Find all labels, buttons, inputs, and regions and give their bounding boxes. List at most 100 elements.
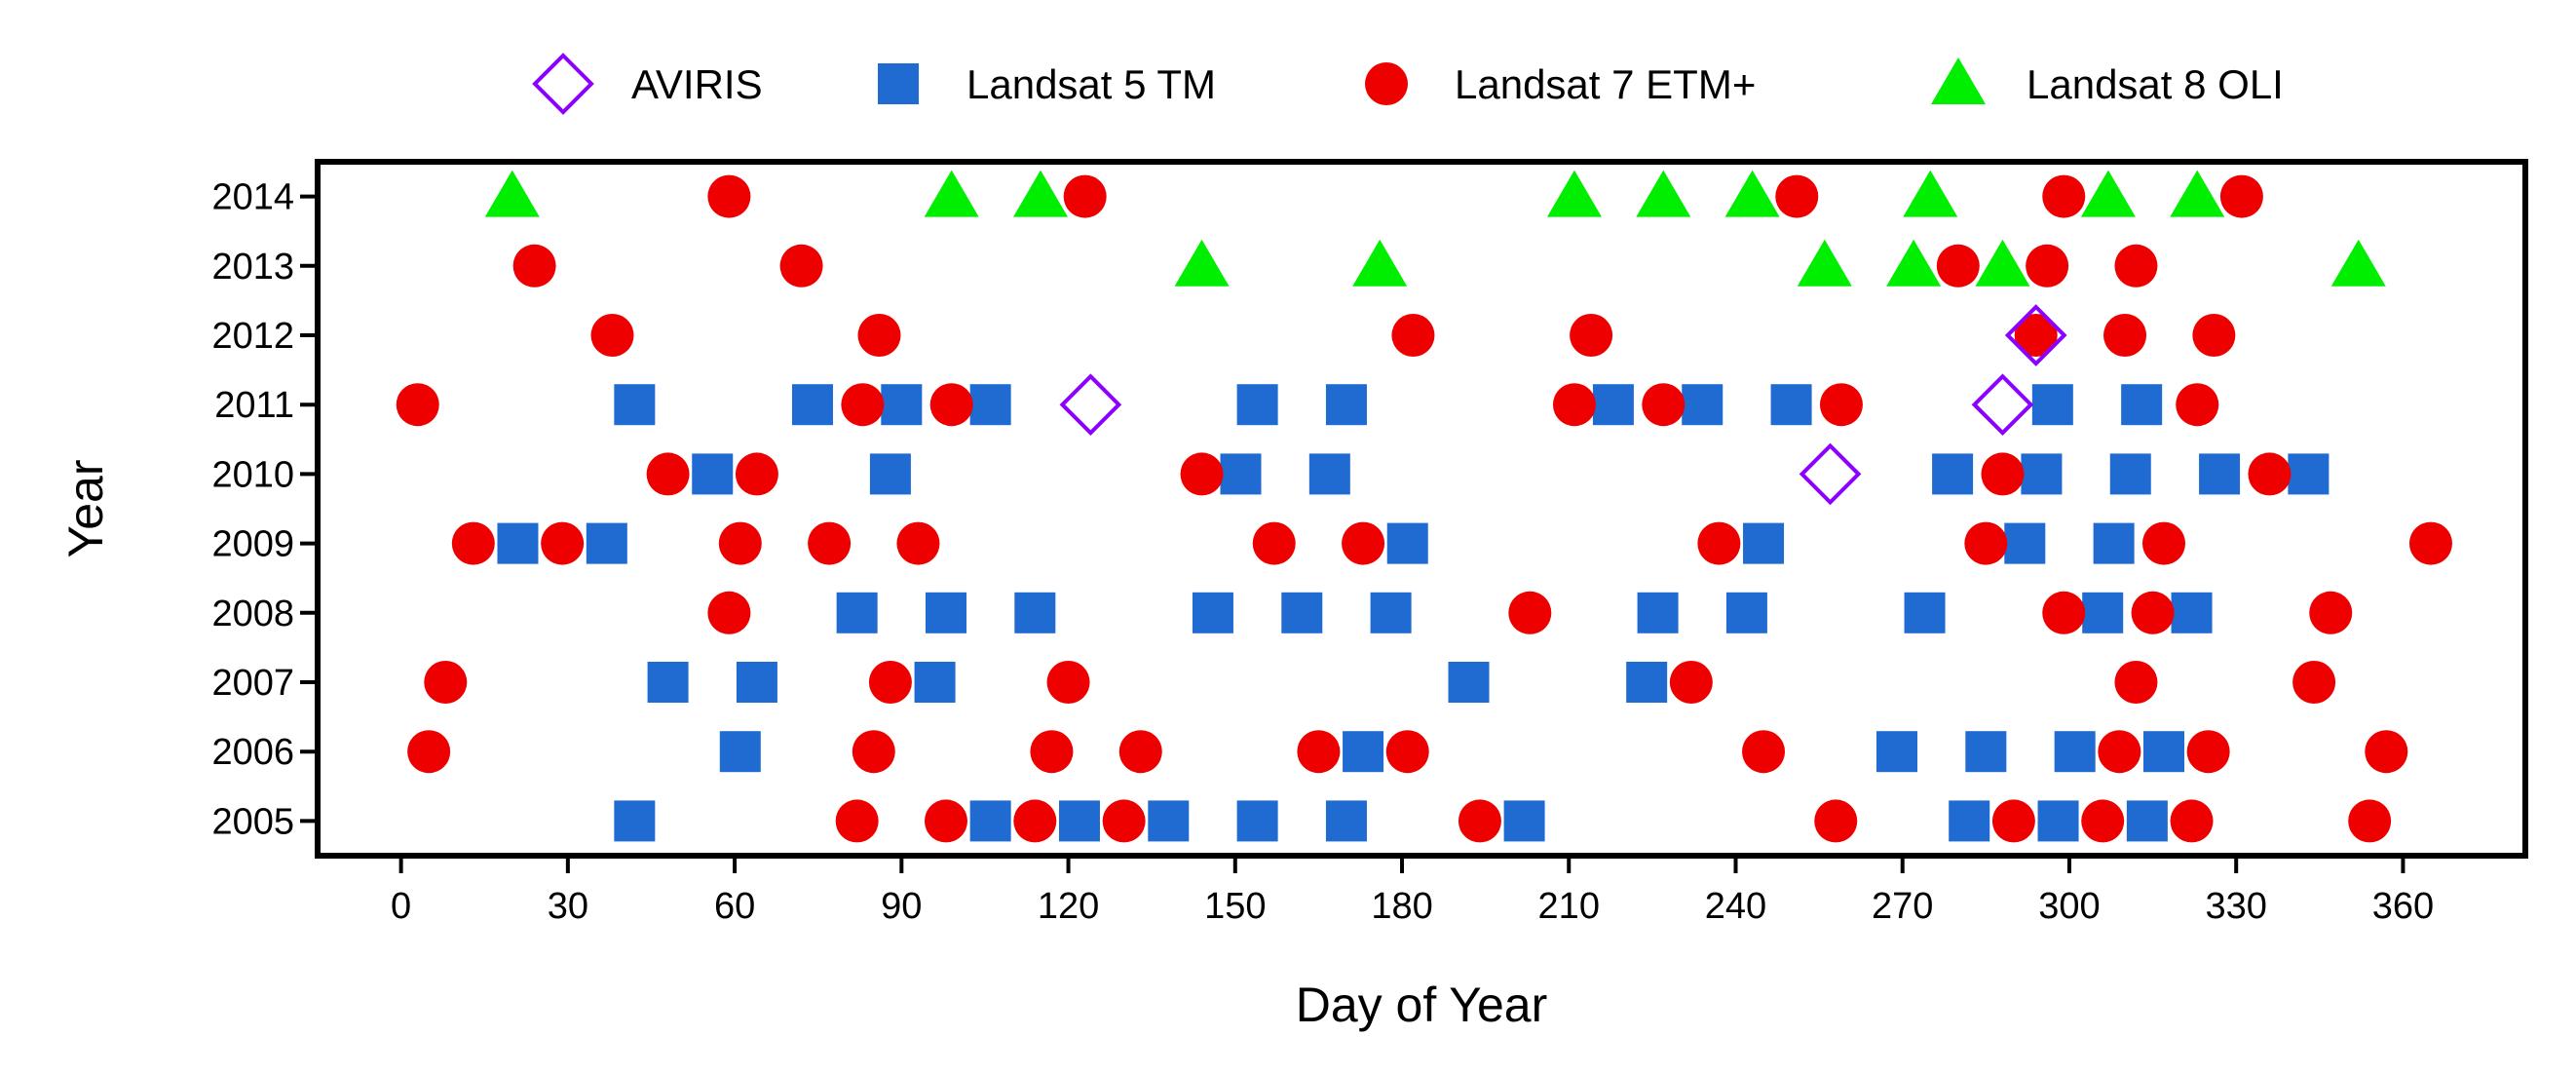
point-landsat-7-etm <box>451 521 495 565</box>
point-landsat-7-etm <box>707 174 751 218</box>
point-landsat-8-oli <box>1174 239 1230 287</box>
point-landsat-5-tm <box>2093 522 2135 564</box>
x-tick-label: 90 <box>881 886 922 927</box>
point-landsat-5-tm <box>1308 453 1350 495</box>
plot-frame <box>315 159 2528 859</box>
point-landsat-5-tm <box>1503 800 1545 842</box>
point-landsat-5-tm <box>1281 592 1323 633</box>
legend-label-aviris: AVIRIS <box>631 61 763 107</box>
point-landsat-7-etm <box>2026 244 2069 288</box>
legend-marker-aviris <box>532 53 594 115</box>
point-landsat-5-tm <box>1014 592 1056 633</box>
point-landsat-5-tm <box>2288 453 2330 495</box>
point-landsat-7-etm <box>646 452 690 496</box>
point-landsat-7-etm <box>2114 661 2158 704</box>
point-landsat-7-etm <box>1385 730 1429 774</box>
point-landsat-5-tm <box>1148 800 1190 842</box>
point-landsat-5-tm <box>614 800 656 842</box>
point-landsat-7-etm <box>1180 452 1224 496</box>
point-landsat-5-tm <box>869 453 911 495</box>
x-tick-label: 0 <box>391 886 411 927</box>
point-landsat-5-tm <box>2199 453 2241 495</box>
point-landsat-8-oli <box>1886 239 1942 287</box>
point-landsat-7-etm <box>707 591 751 634</box>
point-landsat-8-oli <box>2330 239 2386 287</box>
point-landsat-7-etm <box>2309 591 2353 634</box>
point-landsat-7-etm <box>1458 799 1501 843</box>
point-landsat-5-tm <box>969 384 1011 426</box>
legend-label-landsat-8-oli: Landsat 8 OLI <box>2027 61 2284 107</box>
point-landsat-5-tm <box>2004 522 2046 564</box>
point-landsat-5-tm <box>1220 453 1262 495</box>
point-landsat-5-tm <box>2021 453 2063 495</box>
legend: AVIRIS Landsat 5 TM Landsat 7 ETM+ Landsat … <box>532 53 2284 115</box>
point-landsat-5-tm <box>1743 522 1785 564</box>
point-landsat-5-tm <box>2037 800 2079 842</box>
point-landsat-8-oli <box>1797 239 1852 287</box>
point-landsat-7-etm <box>735 452 778 496</box>
point-landsat-5-tm <box>1448 662 1490 703</box>
x-tick-label: 270 <box>1872 886 1933 927</box>
x-tick-label: 210 <box>1538 886 1600 927</box>
point-landsat-5-tm <box>2109 453 2151 495</box>
point-landsat-7-etm <box>1742 730 1786 774</box>
point-landsat-7-etm <box>1063 174 1107 218</box>
point-landsat-7-etm <box>1642 383 1686 427</box>
point-aviris <box>1059 373 1122 437</box>
x-tick-label: 150 <box>1204 886 1266 927</box>
point-landsat-5-tm <box>1236 384 1278 426</box>
point-landsat-5-tm <box>719 731 761 773</box>
legend-label-landsat-7-etm: Landsat 7 ETM+ <box>1455 61 1756 107</box>
point-landsat-7-etm <box>1669 661 1713 704</box>
x-axis-title: Day of Year <box>1296 978 1548 1032</box>
point-landsat-7-etm <box>924 799 967 843</box>
point-aviris <box>1971 373 2034 437</box>
point-landsat-7-etm <box>896 521 940 565</box>
x-tick-label: 180 <box>1371 886 1432 927</box>
y-tick-label: 2012 <box>211 316 294 357</box>
point-landsat-7-etm <box>1964 521 2008 565</box>
point-landsat-7-etm <box>407 730 451 774</box>
point-landsat-5-tm <box>1343 731 1384 773</box>
point-landsat-7-etm <box>1030 730 1074 774</box>
y-tick-label: 2011 <box>214 385 294 426</box>
point-landsat-5-tm <box>1626 662 1668 703</box>
point-landsat-5-tm <box>791 384 833 426</box>
y-tick-label: 2005 <box>211 801 294 842</box>
point-landsat-7-etm <box>1936 244 1980 288</box>
point-landsat-5-tm <box>1770 384 1812 426</box>
x-tick-label: 60 <box>714 886 755 927</box>
point-landsat-7-etm <box>2176 383 2219 427</box>
point-landsat-7-etm <box>857 314 901 357</box>
point-landsat-5-tm <box>1637 592 1679 633</box>
point-landsat-5-tm <box>2142 731 2184 773</box>
point-landsat-5-tm <box>2054 731 2096 773</box>
point-landsat-5-tm <box>2171 592 2213 633</box>
point-landsat-7-etm <box>1118 730 1162 774</box>
point-landsat-7-etm <box>1342 521 1385 565</box>
point-landsat-8-oli <box>1636 170 1691 217</box>
point-aviris <box>2004 304 2067 366</box>
legend-marker-landsat-7-etm <box>1365 62 1408 105</box>
point-landsat-5-tm <box>1725 592 1767 633</box>
y-tick-label: 2013 <box>211 247 294 288</box>
point-landsat-7-etm <box>2042 174 2086 218</box>
point-landsat-5-tm <box>914 662 956 703</box>
point-landsat-5-tm <box>2126 800 2168 842</box>
point-landsat-5-tm <box>1325 384 1367 426</box>
point-landsat-5-tm <box>1236 800 1278 842</box>
y-tick-label: 2014 <box>211 177 294 218</box>
legend-label-landsat-5-tm: Landsat 5 TM <box>966 61 1216 107</box>
point-landsat-5-tm <box>1904 592 1946 633</box>
point-landsat-7-etm <box>2114 244 2158 288</box>
point-landsat-5-tm <box>1370 592 1412 633</box>
legend-marker-landsat-8-oli <box>1931 58 1986 104</box>
y-tick-label: 2007 <box>211 663 294 704</box>
point-landsat-5-tm <box>497 522 539 564</box>
point-landsat-7-etm <box>1391 314 1435 357</box>
point-landsat-7-etm <box>718 521 762 565</box>
point-landsat-5-tm <box>881 384 923 426</box>
point-landsat-7-etm <box>2042 591 2086 634</box>
point-landsat-5-tm <box>586 522 627 564</box>
